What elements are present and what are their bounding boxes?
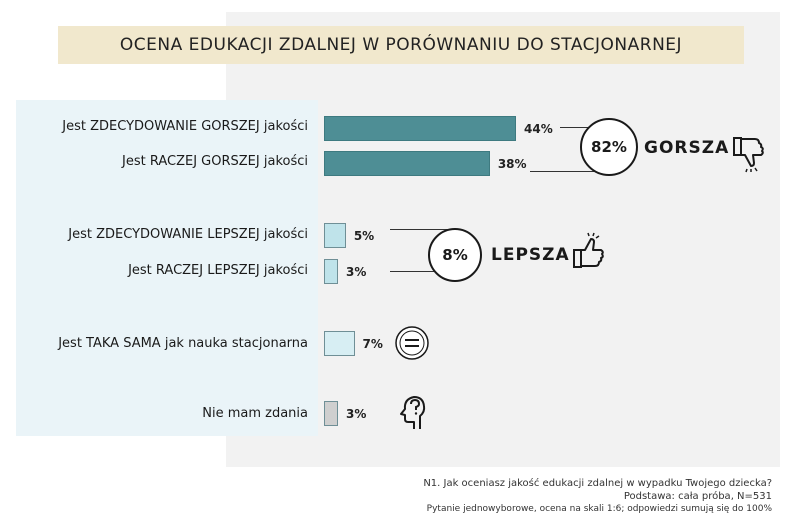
connector-line xyxy=(390,271,448,272)
head-question-icon xyxy=(400,396,426,429)
value-label-1: 38% xyxy=(497,157,527,171)
group-label-gorsza: GORSZA xyxy=(644,138,730,158)
bar-zdecydowanie-gorszej xyxy=(324,116,516,141)
thumbs-down-icon xyxy=(733,137,764,173)
group-total-circle-lepsza: 8% xyxy=(428,228,482,282)
bar-raczej-gorszej xyxy=(324,151,490,176)
footnotes: N1. Jak oceniasz jakość edukacji zdalnej… xyxy=(423,477,772,515)
gray-panel xyxy=(226,12,780,467)
category-label-0: Jest ZDECYDOWANIE GORSZEJ jakości xyxy=(62,119,308,134)
bar-taka-sama xyxy=(324,331,355,356)
value-label-4: 7% xyxy=(362,337,383,351)
thumbs-up-icon xyxy=(573,232,604,268)
base-note: Podstawa: cała próba, N=531 xyxy=(623,491,772,502)
category-label-1: Jest RACZEJ GORSZEJ jakości xyxy=(122,154,308,169)
category-label-2: Jest ZDECYDOWANIE LEPSZEJ jakości xyxy=(68,227,308,242)
title-banner: OCENA EDUKACJI ZDALNEJ W PORÓWNANIU DO S… xyxy=(58,26,744,64)
connector-line xyxy=(390,229,448,230)
connector-line xyxy=(560,127,604,128)
value-label-5: 3% xyxy=(346,407,367,421)
group-total-lepsza: 8% xyxy=(442,246,468,264)
label-panel xyxy=(16,100,318,436)
group-total-gorsza: 82% xyxy=(591,138,627,156)
value-label-2: 5% xyxy=(353,229,375,243)
bar-nie-mam-zdania xyxy=(324,401,338,426)
category-label-4: Jest TAKA SAMA jak nauka stacjonarna xyxy=(58,336,308,351)
group-label-lepsza: LEPSZA xyxy=(491,245,570,265)
bar-raczej-lepszej xyxy=(324,259,338,284)
value-label-0: 44% xyxy=(524,122,553,136)
group-total-circle-gorsza: 82% xyxy=(580,118,638,176)
chart-title: OCENA EDUKACJI ZDALNEJ W PORÓWNANIU DO S… xyxy=(119,35,683,55)
value-label-3: 3% xyxy=(346,265,367,279)
connector-line xyxy=(530,171,604,172)
category-label-3: Jest RACZEJ LEPSZEJ jakości xyxy=(128,263,308,278)
method-note: Pytanie jednowyborowe, ocena na skali 1:… xyxy=(426,504,772,514)
bar-zdecydowanie-lepszej xyxy=(324,223,346,248)
category-label-5: Nie mam zdania xyxy=(202,406,308,421)
question-note: N1. Jak oceniasz jakość edukacji zdalnej… xyxy=(423,478,772,489)
equals-icon xyxy=(395,326,429,360)
